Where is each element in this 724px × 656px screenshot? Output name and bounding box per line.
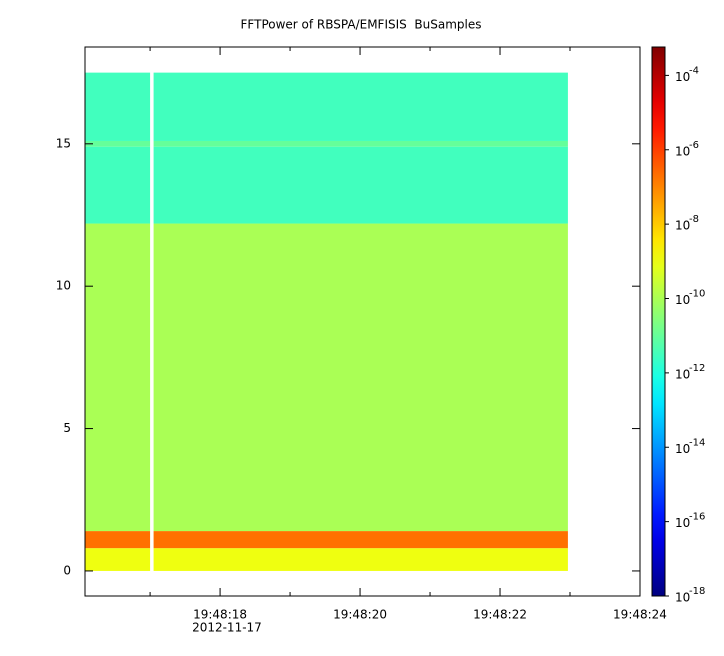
colorbar-frame (651, 46, 666, 597)
date-label: 2012-11-17 (192, 621, 262, 635)
spectrogram-cell (153, 531, 568, 549)
y-tick-label: 5 (63, 421, 71, 435)
colorbar-tick-exponent: -8 (689, 214, 699, 225)
spectrogram-cell (85, 140, 151, 147)
colorbar-tick-label: 10 (675, 591, 690, 605)
x-tick-label: 19:48:20 (333, 608, 387, 622)
y-tick-label: 15 (56, 136, 71, 150)
spectrogram-cell (153, 140, 568, 147)
colorbar-tick-exponent: -12 (689, 363, 705, 374)
spectrogram-cell (85, 531, 151, 549)
colorbar-tick-exponent: -14 (689, 437, 705, 448)
colorbar-tick-label: 10 (675, 70, 690, 84)
colorbar-tick-label: 10 (675, 293, 690, 307)
colorbar-tick-label: 10 (675, 219, 690, 233)
colorbar-tick-exponent: -10 (689, 289, 705, 300)
x-tick-label: 19:48:24 (613, 608, 667, 622)
spectrogram-cell (153, 223, 568, 532)
colorbar-tick-label: 10 (675, 516, 690, 530)
spectrogram-cell (153, 72, 568, 141)
spectrogram-cell (85, 72, 151, 141)
spectrogram-cell (85, 223, 151, 532)
colorbar-tick-label: 10 (675, 442, 690, 456)
chart-title: FFTPower of RBSPA/EMFISIS BuSamples (241, 18, 482, 32)
spectrogram-cell (153, 146, 568, 224)
x-tick-label: 19:48:22 (473, 608, 527, 622)
spectrogram-cell (85, 548, 151, 571)
colorbar-tick-exponent: -16 (689, 512, 705, 523)
colorbar-tick-exponent: -6 (689, 140, 699, 151)
plot-frame (84, 46, 641, 597)
colorbar-tick-exponent: -18 (689, 586, 705, 597)
y-tick-label: 0 (63, 563, 71, 577)
spectrogram-cell (153, 548, 568, 571)
colorbar (652, 47, 665, 596)
y-tick-label: 10 (56, 279, 71, 293)
x-tick-label: 19:48:18 (193, 608, 247, 622)
colorbar-tick-exponent: -4 (689, 65, 699, 76)
colorbar-tick-label: 10 (675, 367, 690, 381)
spectrogram-cell (85, 146, 151, 224)
colorbar-tick-label: 10 (675, 144, 690, 158)
